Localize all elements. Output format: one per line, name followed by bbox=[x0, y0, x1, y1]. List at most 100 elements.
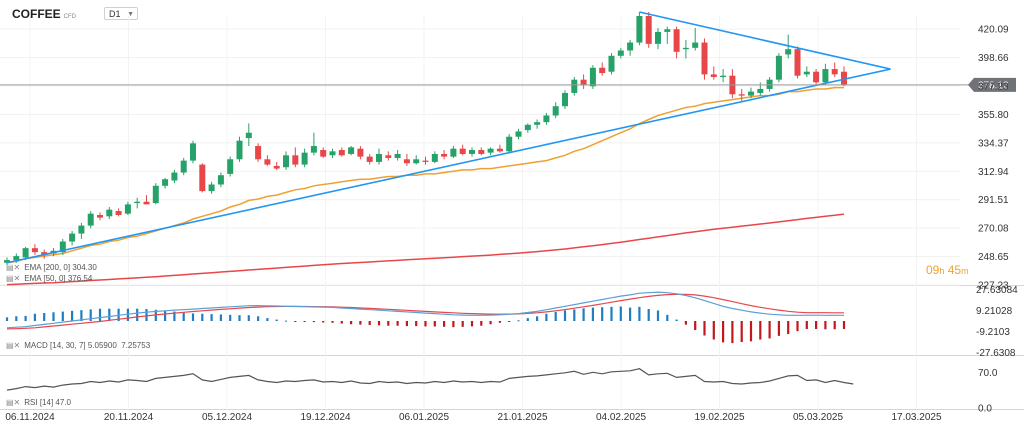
candle[interactable] bbox=[645, 12, 652, 48]
candle[interactable] bbox=[320, 147, 327, 158]
candle[interactable] bbox=[450, 146, 457, 158]
candle[interactable] bbox=[682, 39, 689, 59]
ema200-legend[interactable]: ▤✕ EMA [200, 0] 304.30 bbox=[6, 263, 97, 272]
candle[interactable] bbox=[357, 146, 364, 160]
trendlines[interactable] bbox=[6, 11, 891, 264]
candle[interactable] bbox=[431, 151, 438, 164]
candle[interactable] bbox=[385, 151, 392, 161]
candle[interactable] bbox=[469, 147, 475, 157]
candle[interactable] bbox=[245, 123, 252, 147]
candle[interactable] bbox=[227, 156, 234, 177]
candle[interactable] bbox=[264, 155, 271, 166]
candle[interactable] bbox=[376, 148, 382, 165]
candle[interactable] bbox=[608, 53, 615, 75]
candle[interactable] bbox=[422, 156, 429, 165]
candle[interactable] bbox=[710, 66, 717, 80]
candle[interactable] bbox=[115, 208, 122, 217]
indicator-settings-icon[interactable]: ▤✕ bbox=[6, 398, 21, 407]
candle[interactable] bbox=[143, 195, 150, 205]
candle[interactable] bbox=[217, 172, 224, 188]
candle[interactable] bbox=[487, 147, 494, 156]
candle[interactable] bbox=[87, 211, 94, 229]
candle[interactable] bbox=[413, 155, 420, 165]
candle[interactable] bbox=[636, 12, 643, 46]
support-trendline[interactable] bbox=[6, 68, 891, 264]
candle[interactable] bbox=[617, 47, 624, 59]
resistance-trendline[interactable] bbox=[639, 11, 891, 70]
candle[interactable] bbox=[673, 26, 680, 59]
indicator-settings-icon[interactable]: ▤✕ bbox=[6, 341, 21, 350]
candle[interactable] bbox=[292, 147, 299, 168]
candle[interactable] bbox=[394, 149, 401, 161]
candle[interactable] bbox=[534, 119, 541, 129]
candle[interactable] bbox=[748, 87, 754, 99]
candle[interactable] bbox=[524, 123, 531, 133]
candle[interactable] bbox=[4, 257, 10, 266]
candle[interactable] bbox=[701, 38, 708, 80]
candle[interactable] bbox=[441, 149, 448, 160]
candle[interactable] bbox=[134, 197, 141, 209]
symbol-title[interactable]: COFFEE CFD bbox=[12, 7, 77, 21]
candle[interactable] bbox=[580, 74, 587, 89]
candle[interactable] bbox=[571, 77, 578, 96]
candle[interactable] bbox=[589, 65, 596, 89]
candle[interactable] bbox=[664, 26, 671, 44]
candle[interactable] bbox=[729, 69, 736, 99]
candle[interactable] bbox=[562, 90, 568, 109]
candle[interactable] bbox=[822, 63, 829, 85]
candle[interactable] bbox=[255, 143, 262, 162]
candle[interactable] bbox=[338, 147, 345, 157]
candle[interactable] bbox=[599, 62, 606, 76]
candle[interactable] bbox=[69, 230, 76, 246]
candle[interactable] bbox=[831, 62, 838, 78]
candle[interactable] bbox=[738, 88, 745, 101]
candle[interactable] bbox=[59, 238, 66, 255]
ema50-legend[interactable]: ▤✕ EMA [50, 0] 376.54 bbox=[6, 274, 93, 283]
candle[interactable] bbox=[310, 132, 317, 156]
candle[interactable] bbox=[775, 53, 782, 83]
candle[interactable] bbox=[543, 112, 550, 125]
candle[interactable] bbox=[301, 148, 308, 168]
candle[interactable] bbox=[152, 183, 159, 205]
indicator-settings-icon[interactable]: ▤✕ bbox=[6, 274, 21, 283]
candle[interactable] bbox=[757, 82, 764, 96]
candle[interactable] bbox=[506, 134, 513, 153]
rsi-legend[interactable]: ▤✕ RSI [14] 47.0 bbox=[6, 398, 71, 407]
candle[interactable] bbox=[124, 201, 131, 215]
candle[interactable] bbox=[627, 39, 634, 56]
candle[interactable] bbox=[78, 222, 85, 239]
candle[interactable] bbox=[478, 147, 485, 156]
candle[interactable] bbox=[208, 181, 215, 194]
timeframe-select[interactable]: D1 ▼ bbox=[104, 7, 138, 20]
candle[interactable] bbox=[31, 244, 38, 255]
candle[interactable] bbox=[403, 153, 410, 166]
candle[interactable] bbox=[841, 66, 847, 87]
candle[interactable] bbox=[803, 66, 810, 78]
candle[interactable] bbox=[162, 177, 169, 189]
macd-legend[interactable]: ▤✕ MACD [14, 30, 7] 5.05900 7.25753 bbox=[6, 341, 151, 350]
candle[interactable] bbox=[655, 27, 661, 50]
candle[interactable] bbox=[171, 169, 178, 184]
candle[interactable] bbox=[692, 27, 699, 51]
indicator-settings-icon[interactable]: ▤✕ bbox=[6, 263, 21, 272]
candle[interactable] bbox=[106, 207, 113, 219]
candle[interactable] bbox=[199, 163, 206, 193]
candle[interactable] bbox=[515, 128, 522, 140]
candle[interactable] bbox=[366, 153, 373, 165]
candle[interactable] bbox=[766, 77, 773, 92]
candle[interactable] bbox=[190, 140, 196, 164]
candle[interactable] bbox=[552, 102, 559, 119]
candle[interactable] bbox=[794, 46, 801, 79]
candle[interactable] bbox=[720, 69, 727, 83]
candle[interactable] bbox=[283, 151, 289, 170]
candle[interactable] bbox=[236, 136, 243, 162]
candle[interactable] bbox=[348, 146, 355, 156]
candle[interactable] bbox=[813, 69, 820, 85]
candle[interactable] bbox=[329, 148, 336, 158]
candle[interactable] bbox=[180, 157, 187, 176]
candle[interactable] bbox=[459, 144, 466, 156]
candle[interactable] bbox=[273, 161, 280, 170]
candle[interactable] bbox=[97, 212, 103, 221]
candle[interactable] bbox=[496, 144, 503, 153]
